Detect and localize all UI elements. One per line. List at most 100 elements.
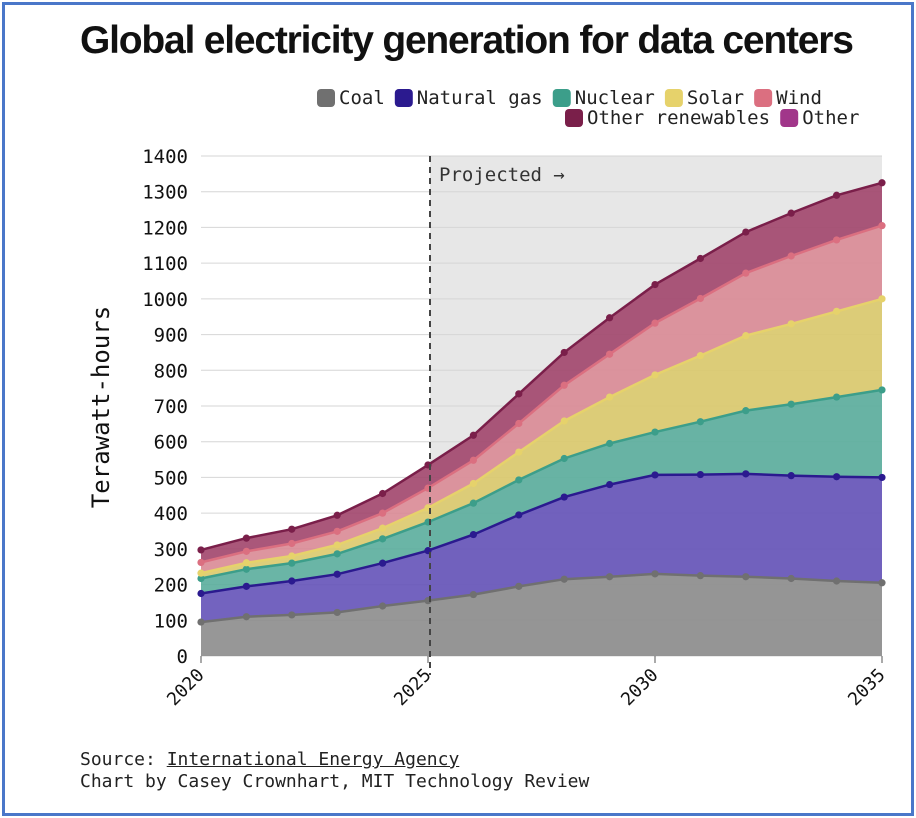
point-other-renewables bbox=[288, 525, 296, 533]
legend: Coal Natural gas Nuclear Solar Wind Other ren… bbox=[317, 87, 859, 129]
area-other-renewables bbox=[201, 182, 882, 563]
point-coal bbox=[333, 608, 341, 617]
point-wind bbox=[515, 419, 523, 428]
point-wind bbox=[242, 547, 250, 555]
x-tick-label: 2025 bbox=[390, 665, 436, 711]
legend-label-other-renewables: Other renewables bbox=[587, 107, 770, 129]
x-tick-label: 2030 bbox=[617, 665, 663, 711]
legend-label-solar: Solar bbox=[687, 87, 744, 109]
legend-swatch-coal bbox=[317, 89, 335, 107]
point-solar bbox=[333, 541, 341, 549]
point-coal bbox=[833, 577, 841, 585]
point-other-renewables bbox=[469, 431, 477, 439]
y-tick-label: 700 bbox=[154, 396, 188, 418]
y-tick-label: 400 bbox=[154, 503, 188, 525]
point-wind bbox=[787, 252, 795, 260]
point-nuclear bbox=[878, 386, 886, 394]
point-nuclear bbox=[696, 418, 705, 426]
point-coal bbox=[787, 574, 795, 583]
point-natural-gas bbox=[833, 473, 841, 481]
point-solar bbox=[696, 352, 705, 360]
point-wind bbox=[878, 222, 886, 230]
line-nuclear bbox=[200, 388, 883, 580]
point-coal bbox=[469, 590, 477, 599]
y-tick-label: 1200 bbox=[142, 217, 188, 239]
point-other-renewables bbox=[560, 348, 568, 357]
point-coal bbox=[379, 602, 387, 610]
y-tick-label: 200 bbox=[154, 575, 188, 597]
y-tick-label: 900 bbox=[154, 325, 188, 347]
point-coal bbox=[197, 618, 205, 626]
point-coal bbox=[242, 613, 250, 621]
point-other-renewables bbox=[379, 489, 387, 498]
source-link[interactable]: International Energy Agency bbox=[166, 749, 460, 770]
point-solar bbox=[242, 559, 250, 567]
point-natural-gas bbox=[469, 530, 477, 539]
y-tick-label: 1000 bbox=[142, 289, 188, 311]
legend-label-other: Other bbox=[802, 107, 859, 129]
point-coal bbox=[288, 611, 296, 619]
point-natural-gas bbox=[878, 473, 886, 482]
point-solar bbox=[742, 332, 750, 340]
x-tick-label: 2020 bbox=[163, 665, 209, 711]
point-wind bbox=[197, 558, 205, 567]
point-coal bbox=[560, 575, 568, 583]
point-natural-gas bbox=[288, 577, 296, 585]
y-axis-ticks: 0 100 200 300 400 500 600 700 800 900 1000 1100 1200… bbox=[142, 146, 188, 668]
line-natural-gas bbox=[200, 472, 883, 595]
point-solar bbox=[469, 479, 477, 488]
point-other-renewables bbox=[333, 511, 341, 519]
point-wind bbox=[742, 269, 750, 277]
point-solar bbox=[651, 371, 659, 379]
legend-label-nuclear: Nuclear bbox=[575, 87, 655, 109]
y-tick-label: 1300 bbox=[142, 182, 188, 204]
line-coal bbox=[200, 572, 883, 624]
point-coal bbox=[651, 570, 659, 578]
stacked-areas bbox=[201, 182, 882, 656]
point-other-renewables bbox=[787, 209, 795, 217]
point-solar bbox=[197, 569, 205, 577]
area-nuclear bbox=[201, 389, 882, 594]
point-solar bbox=[379, 524, 387, 532]
area-wind bbox=[201, 225, 882, 574]
line-wind bbox=[200, 224, 883, 564]
y-tick-label: 500 bbox=[154, 467, 188, 489]
chart-footer: Source: International Energy Agency Char… bbox=[80, 749, 589, 793]
area-natural-gas bbox=[201, 473, 882, 623]
point-wind bbox=[288, 539, 296, 548]
point-coal bbox=[742, 573, 750, 581]
point-natural-gas bbox=[242, 582, 250, 590]
point-solar bbox=[560, 417, 568, 425]
point-other-renewables bbox=[515, 390, 523, 398]
x-tick-label: 2035 bbox=[844, 665, 890, 711]
point-solar bbox=[288, 552, 296, 560]
point-natural-gas bbox=[560, 493, 568, 501]
y-tick-label: 100 bbox=[154, 610, 188, 632]
point-nuclear bbox=[606, 439, 614, 448]
point-natural-gas bbox=[197, 589, 205, 598]
line-other-renewables bbox=[200, 181, 883, 552]
point-nuclear bbox=[379, 535, 387, 543]
point-wind bbox=[379, 509, 387, 517]
point-nuclear bbox=[787, 400, 795, 408]
point-coal bbox=[696, 572, 705, 580]
point-other-renewables bbox=[197, 546, 205, 554]
area-coal bbox=[201, 573, 882, 656]
point-solar bbox=[606, 393, 614, 401]
y-tick-label: 800 bbox=[154, 360, 188, 382]
y-tick-label: 600 bbox=[154, 432, 188, 454]
y-tick-label: 300 bbox=[154, 539, 188, 561]
series-points bbox=[197, 179, 886, 626]
area-solar bbox=[201, 298, 882, 579]
chart-title: Global electricity generation for data c… bbox=[80, 19, 854, 62]
point-nuclear bbox=[651, 428, 659, 436]
legend-swatch-other-renewables bbox=[565, 109, 583, 127]
point-wind bbox=[560, 381, 568, 389]
point-nuclear bbox=[197, 574, 205, 583]
projected-annotation: Projected → bbox=[439, 164, 565, 186]
point-other-renewables bbox=[242, 534, 250, 542]
y-axis-label: Terawatt-hours bbox=[87, 306, 115, 508]
point-nuclear bbox=[742, 407, 750, 415]
point-wind bbox=[833, 236, 841, 244]
